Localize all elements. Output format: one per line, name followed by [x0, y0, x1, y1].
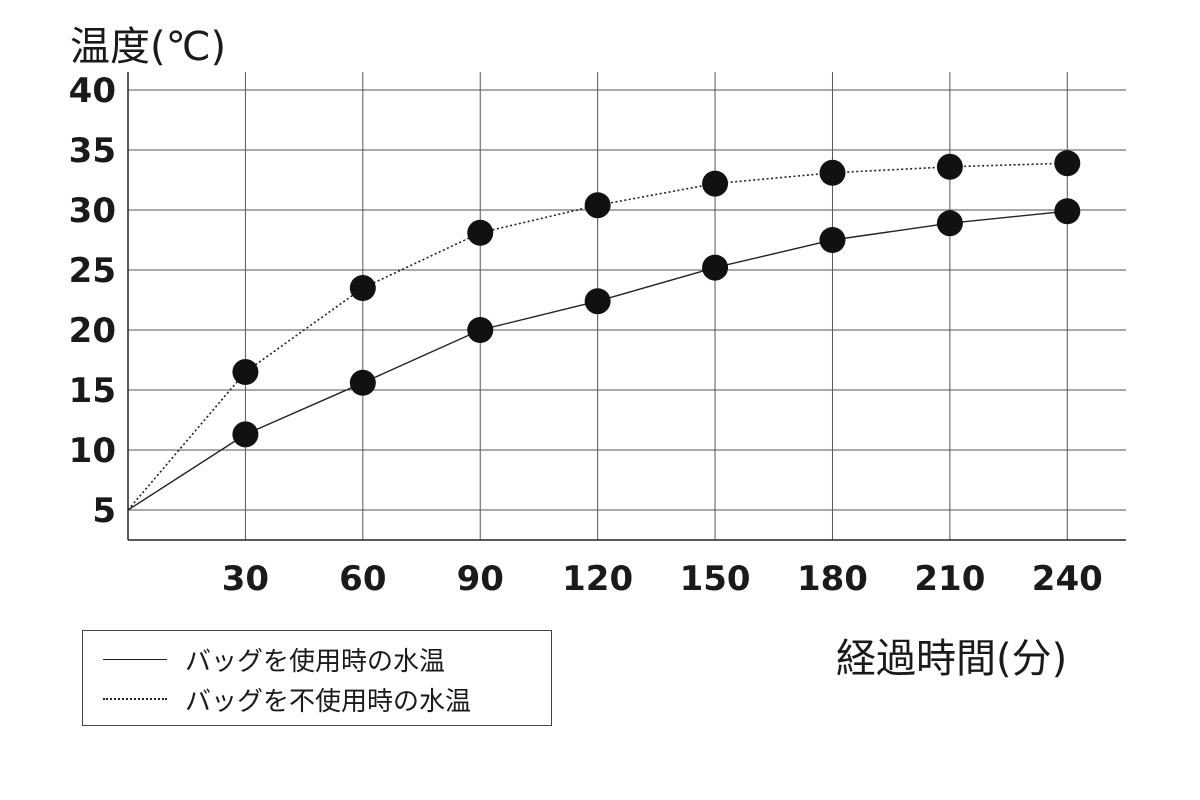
data-point-without-bag	[584, 192, 611, 219]
data-point-without-bag	[232, 359, 259, 385]
data-point-with-bag	[936, 210, 963, 237]
x-tick-label: 30	[222, 559, 269, 599]
data-point-without-bag	[702, 170, 729, 197]
x-tick-label: 210	[914, 559, 985, 599]
data-point-without-bag	[936, 153, 963, 180]
series-line-without-bag	[127, 162, 1068, 511]
y-tick-label: 30	[69, 191, 116, 231]
y-axis-label: 温度(℃)	[70, 24, 227, 70]
x-tick-label: 180	[797, 559, 868, 599]
data-point-without-bag	[467, 219, 494, 246]
data-point-with-bag	[467, 317, 494, 343]
y-tick-label: 10	[69, 431, 116, 471]
data-point-with-bag	[1054, 198, 1081, 225]
data-point-with-bag	[584, 288, 611, 315]
data-point-with-bag	[702, 254, 729, 281]
data-point-without-bag	[1054, 150, 1081, 177]
legend-label: バッグを不使用時の水温	[185, 686, 472, 717]
y-tick-label: 20	[69, 311, 116, 351]
y-tick-label: 25	[69, 251, 116, 291]
x-tick-label: 150	[680, 559, 751, 599]
data-point-without-bag	[349, 275, 376, 301]
legend: バッグを使用時の水温 バッグを不使用時の水温	[82, 630, 552, 726]
x-tick-label: 60	[339, 559, 386, 599]
data-point-without-bag	[819, 159, 846, 186]
x-tick-label: 120	[562, 559, 633, 599]
legend-label: バッグを使用時の水温	[185, 646, 446, 677]
y-tick-label: 40	[69, 71, 116, 111]
legend-item-with-bag: バッグを使用時の水温	[103, 643, 446, 677]
x-axis-label: 経過時間(分)	[836, 636, 1068, 682]
y-tick-label: 15	[69, 371, 116, 411]
legend-dotted-swatch	[103, 698, 167, 700]
legend-solid-swatch	[103, 658, 167, 660]
y-tick-label: 5	[92, 491, 116, 531]
data-point-with-bag	[819, 227, 846, 253]
y-tick-label: 35	[69, 131, 116, 171]
x-tick-label: 90	[457, 559, 504, 599]
x-tick-label: 240	[1032, 559, 1103, 599]
legend-item-without-bag: バッグを不使用時の水温	[103, 683, 472, 717]
data-point-with-bag	[349, 369, 376, 396]
data-point-with-bag	[232, 421, 259, 448]
